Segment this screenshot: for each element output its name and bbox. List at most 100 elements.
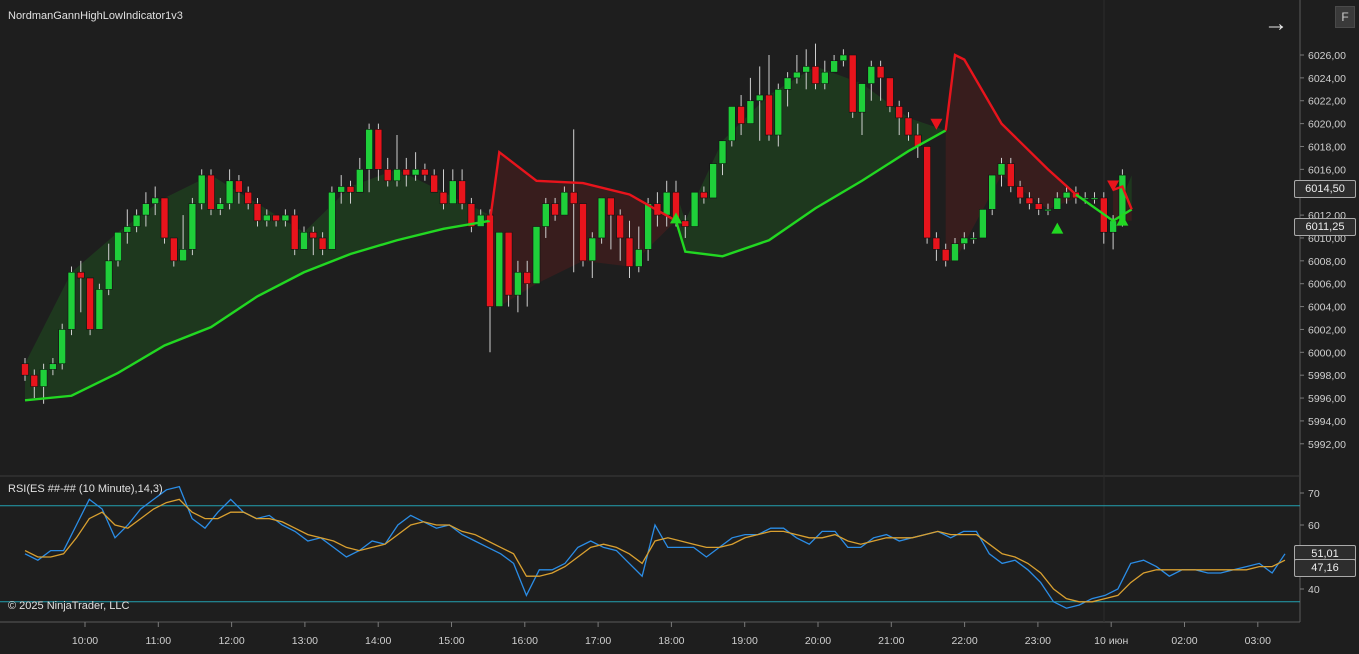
time-tick-label: 19:00	[732, 635, 758, 647]
candle-body	[941, 249, 950, 262]
price-axis-ticks: 6026,00 6024,00 6022,00 6020,00 6018,00 6016,…	[1300, 50, 1346, 451]
candle-body	[709, 163, 718, 199]
time-tick-label: 21:00	[878, 635, 904, 647]
candle-body	[532, 226, 541, 284]
candle-body	[681, 220, 690, 227]
candle-body	[1109, 220, 1117, 233]
candle-body	[1034, 203, 1043, 210]
candle-body	[569, 191, 578, 204]
candle-body	[886, 77, 894, 107]
candle-body	[541, 203, 550, 227]
candle-body	[551, 203, 559, 216]
candle-body	[337, 186, 346, 193]
support-line	[674, 129, 947, 258]
candle-body	[923, 146, 931, 239]
buy-signal-triangle	[1051, 222, 1064, 234]
candle-body	[858, 83, 866, 113]
candle-body	[346, 186, 355, 193]
price-tick-label: 6006,00	[1308, 279, 1346, 291]
candle-body	[30, 374, 39, 387]
candle-body	[393, 169, 401, 182]
indicator-price-badge: 6011,25	[1294, 218, 1356, 236]
candle-body	[560, 191, 569, 216]
candle-body	[737, 106, 745, 124]
f-button[interactable]: F	[1335, 6, 1355, 28]
candle-body	[765, 94, 773, 136]
candle-body	[616, 214, 625, 239]
candle-body	[21, 363, 29, 376]
candle-body	[1044, 209, 1052, 212]
time-tick-label: 13:00	[292, 635, 318, 647]
candle-body	[188, 203, 197, 250]
candle-body	[77, 271, 85, 279]
candle-body	[634, 249, 643, 267]
arrow-right-icon[interactable]: →	[1264, 10, 1288, 37]
candle-body	[579, 203, 587, 262]
candle-body	[253, 203, 262, 222]
candle-body	[281, 214, 290, 222]
price-tick-label: 5992,00	[1308, 439, 1346, 451]
candle-body	[644, 203, 652, 250]
time-axis-ticks: 10:00 11:00 12:00 13:00 14:00 15:00 16:00 17:00…	[72, 622, 1271, 647]
candle-body	[67, 271, 76, 330]
candle-body	[607, 197, 615, 216]
price-tick-label: 6026,00	[1308, 50, 1346, 62]
support-line	[1075, 193, 1133, 223]
candle-body	[1006, 163, 1015, 187]
time-tick-label: 02:00	[1171, 635, 1197, 647]
candle-body	[774, 89, 783, 136]
candle-body	[783, 77, 792, 90]
time-tick-label: 12:00	[218, 635, 244, 647]
candle-body	[328, 191, 336, 250]
candle-body	[625, 237, 634, 267]
price-tick-label: 6008,00	[1308, 256, 1346, 268]
indicator-lines	[24, 53, 1133, 402]
support-fill	[25, 169, 490, 401]
candle-body	[514, 271, 522, 296]
candle-body	[458, 180, 466, 204]
time-tick-label: 16:00	[512, 635, 538, 647]
candle-body	[374, 129, 383, 170]
candle-body	[960, 237, 969, 244]
candle-body	[39, 369, 48, 387]
candle-body	[448, 180, 457, 204]
time-tick-label: 17:00	[585, 635, 611, 647]
rsi-signal-line	[24, 498, 1286, 603]
candle-body	[244, 191, 252, 204]
copyright-label: © 2025 NinjaTrader, LLC	[8, 600, 130, 612]
time-tick-label: 03:00	[1245, 635, 1271, 647]
time-tick-label: 10 июн	[1094, 635, 1128, 647]
candle-body	[746, 100, 755, 124]
price-tick-label: 6024,00	[1308, 73, 1346, 85]
candle-body	[504, 231, 513, 296]
last-price-badge: 6014,50	[1294, 180, 1356, 198]
sell-signal-triangle	[1107, 180, 1120, 192]
price-tick-label: 6016,00	[1308, 164, 1346, 176]
resistance-line	[488, 149, 677, 222]
candle-body	[811, 66, 820, 84]
candle-body	[700, 191, 708, 199]
candle-body	[355, 169, 364, 193]
candle-body	[895, 106, 904, 119]
price-tick-label: 6022,00	[1308, 96, 1346, 108]
price-tick-label: 6002,00	[1308, 324, 1346, 336]
time-tick-label: 20:00	[805, 635, 831, 647]
candle-body	[365, 129, 373, 170]
candle-body	[290, 214, 299, 250]
support-line	[24, 219, 491, 402]
buy-signal-triangle	[1116, 214, 1129, 226]
candle-body	[1090, 197, 1099, 200]
candle-body	[486, 214, 494, 307]
candle-body	[597, 197, 606, 239]
candle-body	[207, 174, 215, 210]
candles	[21, 43, 1127, 404]
candle-body	[718, 140, 727, 164]
candle-body	[439, 191, 448, 204]
rsi-tick-label: 40	[1308, 584, 1320, 596]
rsi-line	[24, 485, 1286, 609]
candle-body	[179, 249, 187, 262]
candle-body	[690, 191, 699, 227]
time-tick-label: 23:00	[1025, 635, 1051, 647]
